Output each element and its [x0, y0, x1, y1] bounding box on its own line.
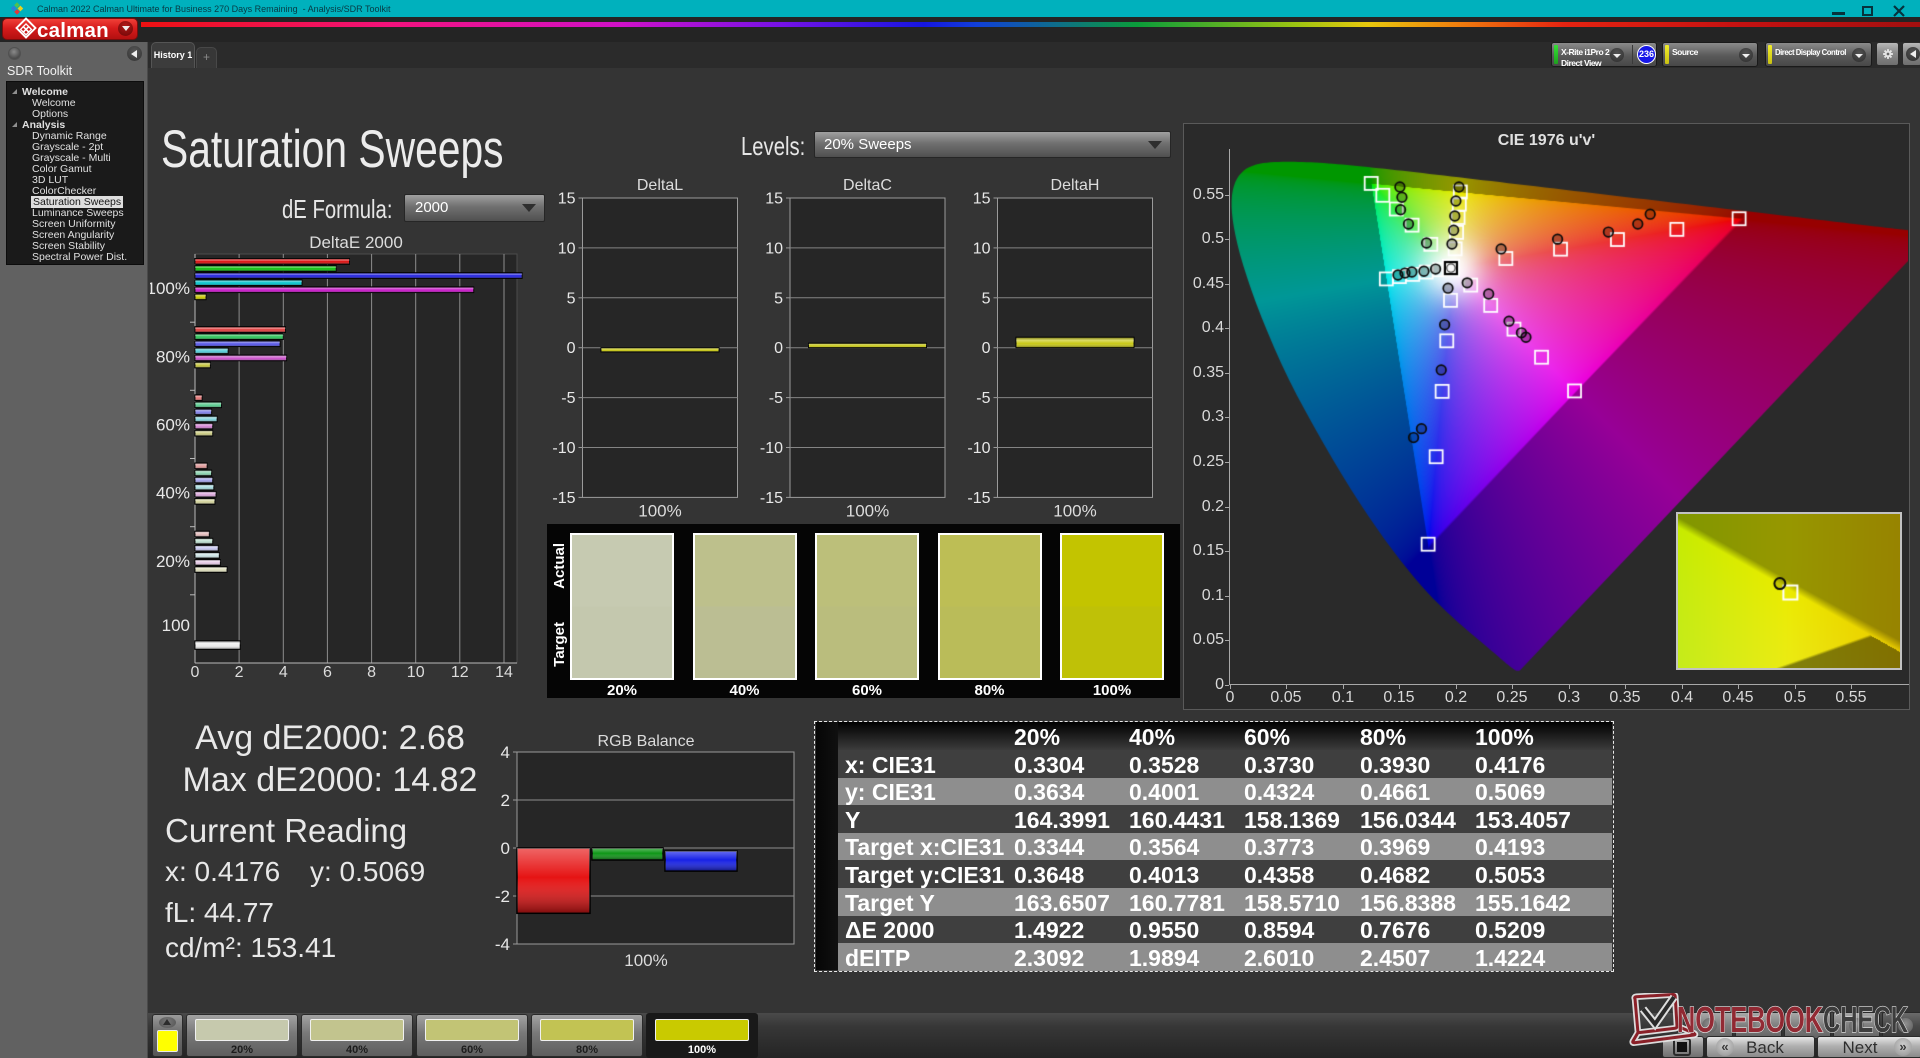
svg-text:80%: 80% — [156, 347, 190, 366]
svg-text:CHECK: CHECK — [1823, 999, 1908, 1040]
svg-text:-5: -5 — [769, 390, 783, 407]
svg-text:40%: 40% — [156, 484, 190, 503]
svg-text:DeltaE 2000: DeltaE 2000 — [309, 236, 403, 252]
svg-text:15: 15 — [765, 191, 783, 208]
svg-text:4: 4 — [501, 743, 510, 762]
svg-text:100: 100 — [162, 616, 190, 635]
svg-text:-10: -10 — [552, 440, 575, 457]
svg-text:DeltaL: DeltaL — [637, 177, 683, 194]
svg-text:100%: 100% — [1053, 501, 1096, 520]
svg-text:100%: 100% — [846, 501, 889, 520]
svg-text:5: 5 — [982, 290, 991, 307]
svg-text:8: 8 — [367, 664, 376, 681]
svg-text:2: 2 — [501, 791, 510, 810]
svg-text:6: 6 — [323, 664, 332, 681]
svg-text:-10: -10 — [967, 440, 990, 457]
svg-text:-5: -5 — [976, 390, 990, 407]
svg-text:2: 2 — [235, 664, 244, 681]
svg-text:-10: -10 — [760, 440, 783, 457]
svg-text:-2: -2 — [495, 887, 510, 906]
svg-text:5: 5 — [774, 290, 783, 307]
svg-text:15: 15 — [973, 191, 991, 208]
svg-text:0: 0 — [567, 340, 576, 357]
svg-text:-15: -15 — [760, 490, 783, 507]
svg-text:10: 10 — [407, 664, 425, 681]
svg-text:DeltaC: DeltaC — [843, 177, 892, 194]
svg-text:0: 0 — [191, 664, 200, 681]
svg-text:12: 12 — [451, 664, 469, 681]
svg-text:-15: -15 — [967, 490, 990, 507]
svg-text:5: 5 — [567, 290, 576, 307]
svg-text:14: 14 — [495, 664, 513, 681]
svg-text:4: 4 — [279, 664, 288, 681]
svg-text:20%: 20% — [156, 552, 190, 571]
svg-text:0: 0 — [774, 340, 783, 357]
svg-text:60%: 60% — [156, 415, 190, 434]
svg-text:15: 15 — [558, 191, 576, 208]
svg-text:10: 10 — [765, 240, 783, 257]
svg-text:0: 0 — [982, 340, 991, 357]
svg-text:-4: -4 — [495, 935, 510, 954]
svg-text:100%: 100% — [638, 501, 681, 520]
svg-text:DeltaH: DeltaH — [1051, 177, 1100, 194]
svg-text:100%: 100% — [150, 279, 190, 298]
svg-text:NOTEBOOK: NOTEBOOK — [1677, 999, 1823, 1040]
svg-text:-5: -5 — [561, 390, 575, 407]
svg-text:100%: 100% — [624, 951, 667, 970]
svg-text:10: 10 — [973, 240, 991, 257]
svg-text:10: 10 — [558, 240, 576, 257]
svg-text:-15: -15 — [552, 490, 575, 507]
svg-text:0: 0 — [501, 839, 510, 858]
svg-text:RGB Balance: RGB Balance — [598, 733, 695, 750]
